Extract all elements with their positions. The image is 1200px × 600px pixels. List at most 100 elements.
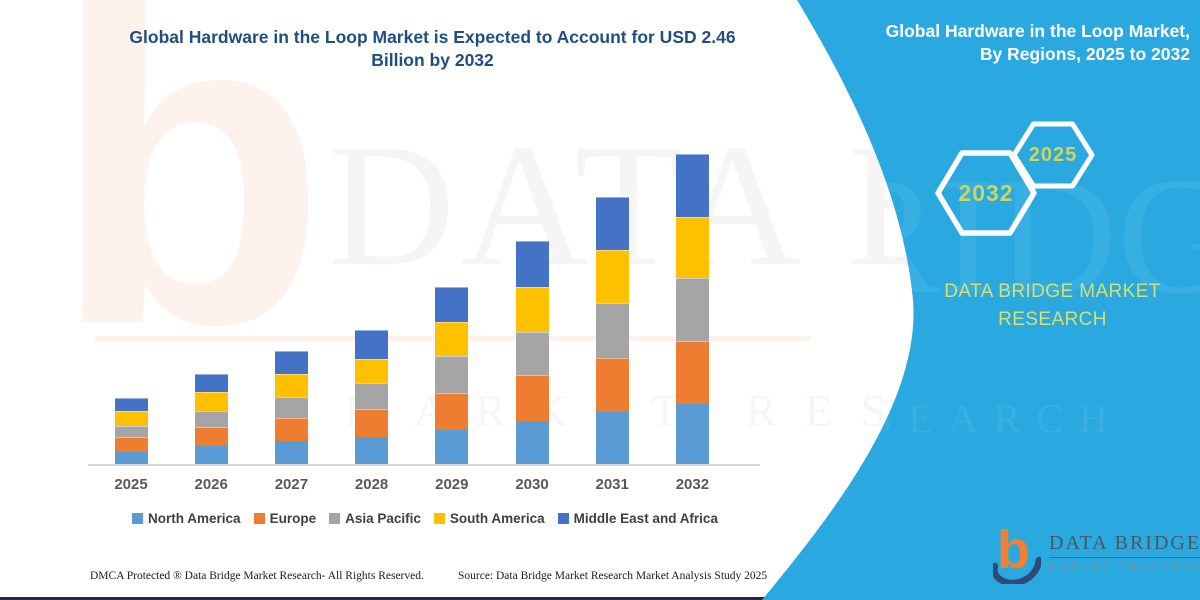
legend-item: North America <box>132 511 241 526</box>
hexagon-label-2025: 2025 <box>1028 144 1078 166</box>
chart-title-line2: Billion by 2032 <box>371 50 494 70</box>
databridge-logo: b DATA BRIDGE MARKET RESEARCH <box>991 520 1200 587</box>
bar-segment <box>435 356 469 393</box>
plot-area: 2025 2026 2027 2028 2029 2030 2031 2032 <box>90 120 760 493</box>
stacked-bar-2031 <box>595 197 629 465</box>
bar-segment <box>355 437 389 465</box>
bar-segment <box>515 332 549 376</box>
bar-segment <box>435 429 469 465</box>
stacked-bar-2026 <box>194 374 228 465</box>
legend-item: Europe <box>253 511 317 526</box>
sidebar-brand-line1: DATA BRIDGE MARKET <box>944 281 1161 302</box>
x-axis-label: 2025 <box>114 476 148 493</box>
databridge-b-icon: b <box>991 520 1043 587</box>
bar-segment <box>355 382 389 410</box>
x-axis-label: 2026 <box>194 476 228 493</box>
bar-segment <box>114 437 148 453</box>
bar-segment <box>435 286 469 323</box>
x-axis-label: 2027 <box>274 476 309 493</box>
bar-segment <box>515 241 549 287</box>
bar-segment <box>114 425 148 438</box>
sidebar-title: Global Hardware in the Loop Market, By R… <box>830 20 1190 66</box>
bar-segment <box>114 398 148 411</box>
bar-segment <box>194 427 228 447</box>
bar-segment <box>595 250 629 304</box>
bar-segment <box>114 452 148 465</box>
bar-segment <box>355 329 389 359</box>
x-axis-label: 2031 <box>595 476 629 493</box>
legend-item: South America <box>433 511 545 526</box>
sidebar-title-line2: By Regions, 2025 to 2032 <box>979 44 1190 64</box>
databridge-logo-name: DATA BRIDGE <box>1049 532 1200 558</box>
stacked-bar-2027 <box>274 351 308 465</box>
x-axis-label: 2029 <box>435 476 469 493</box>
legend-swatch-icon <box>557 513 569 524</box>
bar-segment <box>595 411 629 465</box>
watermark-b-logo-icon: b <box>52 0 327 418</box>
bar-segment <box>194 391 228 411</box>
bar-segment <box>595 197 629 251</box>
legend-label: South America <box>449 511 545 526</box>
bar-segment <box>515 375 549 421</box>
hexagon-label-2032: 2032 <box>958 180 1014 206</box>
bar-segment <box>274 374 308 397</box>
x-axis-label: 2028 <box>354 476 389 493</box>
legend-swatch-icon <box>433 513 445 524</box>
bar-segment <box>595 357 629 412</box>
x-axis-label: 2030 <box>515 476 549 493</box>
bar-segment <box>675 341 709 405</box>
panel-watermark-text: RIDGE <box>828 143 1200 329</box>
bar-segment <box>515 286 549 333</box>
stacked-bar-2032 <box>675 154 709 465</box>
legend-item: Middle East and Africa <box>557 511 718 526</box>
dmca-notice: DMCA Protected ® Data Bridge Market Rese… <box>90 570 424 582</box>
bar-segment <box>114 410 148 426</box>
legend-swatch-icon <box>253 513 265 524</box>
bar-segment <box>355 409 389 438</box>
bar-segment <box>194 374 228 392</box>
legend-swatch-icon <box>132 513 144 524</box>
bar-segment <box>675 217 709 278</box>
x-axis-label: 2032 <box>675 476 710 493</box>
bar-segment <box>675 277 709 342</box>
legend-label: North America <box>148 511 241 526</box>
bar-segment <box>274 396 308 419</box>
legend-label: Asia Pacific <box>345 511 421 526</box>
sidebar-title-line1: Global Hardware in the Loop Market, <box>885 21 1190 41</box>
x-axis-line <box>88 464 760 466</box>
bar-segment <box>274 418 308 441</box>
bottom-border-line <box>0 597 1200 600</box>
svg-text:b: b <box>997 522 1030 580</box>
stacked-bar-2030 <box>515 241 549 465</box>
bar-segment <box>675 154 709 218</box>
sidebar-brand-line2: RESEARCH <box>998 309 1107 330</box>
sidebar-brand-text: DATA BRIDGE MARKET RESEARCH <box>930 278 1175 334</box>
legend-swatch-icon <box>329 513 341 524</box>
bar-segment <box>515 420 549 465</box>
bar-segment <box>194 446 228 465</box>
source-note: Source: Data Bridge Market Research Mark… <box>458 570 768 582</box>
legend-label: Middle East and Africa <box>573 511 718 526</box>
bar-segment <box>595 303 629 358</box>
databridge-logo-tagline: MARKET RESEARCH <box>1049 561 1200 571</box>
bar-segment <box>435 322 469 357</box>
bar-segment <box>355 358 389 383</box>
bar-segment <box>274 351 308 374</box>
bar-segment <box>274 440 308 465</box>
chart-legend: North America Europe Asia Pacific South Ame… <box>90 511 760 526</box>
bar-segment <box>194 410 228 428</box>
hexagon-2032-icon <box>935 150 1037 236</box>
databridge-logo-text: DATA BRIDGE MARKET RESEARCH <box>1049 522 1200 571</box>
stacked-bar-2029 <box>435 286 469 465</box>
bar-segment <box>675 404 709 465</box>
chart-title-line1: Global Hardware in the Loop Market is Ex… <box>129 27 736 47</box>
bar-segment <box>435 392 469 430</box>
legend-label: Europe <box>269 511 317 526</box>
stacked-bar-2025 <box>114 398 148 465</box>
legend-item: Asia Pacific <box>329 511 421 526</box>
panel-watermark-subtext: SEARCH <box>870 396 1124 441</box>
stacked-bar-2028 <box>355 329 389 465</box>
hexagon-2025-icon <box>1011 121 1095 189</box>
